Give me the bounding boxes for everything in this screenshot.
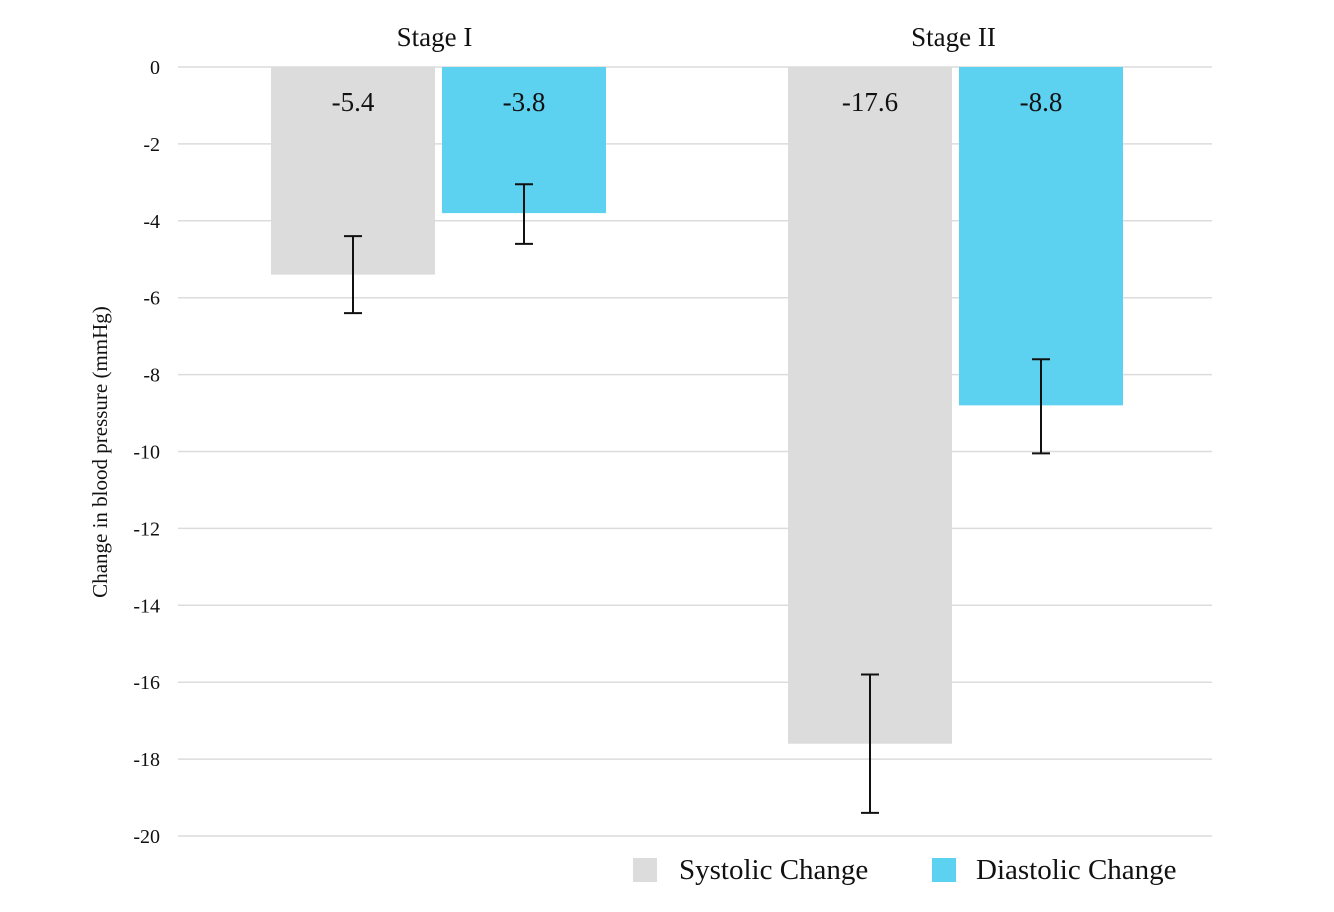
y-axis-title: Change in blood pressure (mmHg) bbox=[88, 306, 112, 598]
category-labels: Stage I Stage II bbox=[397, 22, 996, 52]
y-tick-label: -6 bbox=[143, 288, 160, 310]
bar bbox=[788, 67, 952, 744]
legend-label: Systolic Change bbox=[679, 854, 868, 886]
legend-swatch bbox=[633, 858, 657, 882]
y-tick-label: -12 bbox=[133, 518, 160, 540]
data-label: -17.6 bbox=[842, 87, 898, 117]
category-label: Stage II bbox=[911, 22, 996, 52]
y-tick-label: -20 bbox=[133, 826, 160, 848]
data-label: -8.8 bbox=[1020, 87, 1063, 117]
legend-label: Diastolic Change bbox=[976, 854, 1177, 886]
legend-swatch bbox=[932, 858, 956, 882]
y-axis-ticks: 0 -2 -4 -6 -8 -10 -12 -14 -16 -18 -20 bbox=[133, 57, 160, 848]
y-tick-label: 0 bbox=[150, 57, 160, 79]
y-tick-label: -16 bbox=[133, 672, 160, 694]
y-tick-label: -14 bbox=[133, 595, 160, 617]
bars bbox=[271, 67, 1123, 744]
y-tick-label: -18 bbox=[133, 749, 160, 771]
category-label: Stage I bbox=[397, 22, 473, 52]
y-tick-label: -8 bbox=[143, 365, 160, 387]
y-tick-label: -4 bbox=[143, 211, 160, 233]
data-label: -3.8 bbox=[503, 87, 546, 117]
y-tick-label: -10 bbox=[133, 442, 160, 464]
error-bars bbox=[344, 183, 1050, 814]
y-tick-label: -2 bbox=[143, 134, 160, 156]
bar bbox=[959, 67, 1123, 406]
legend: Systolic Change Diastolic Change bbox=[633, 854, 1177, 886]
data-labels: -5.4 -3.8 -17.6 -8.8 bbox=[332, 87, 1063, 117]
data-label: -5.4 bbox=[332, 87, 375, 117]
